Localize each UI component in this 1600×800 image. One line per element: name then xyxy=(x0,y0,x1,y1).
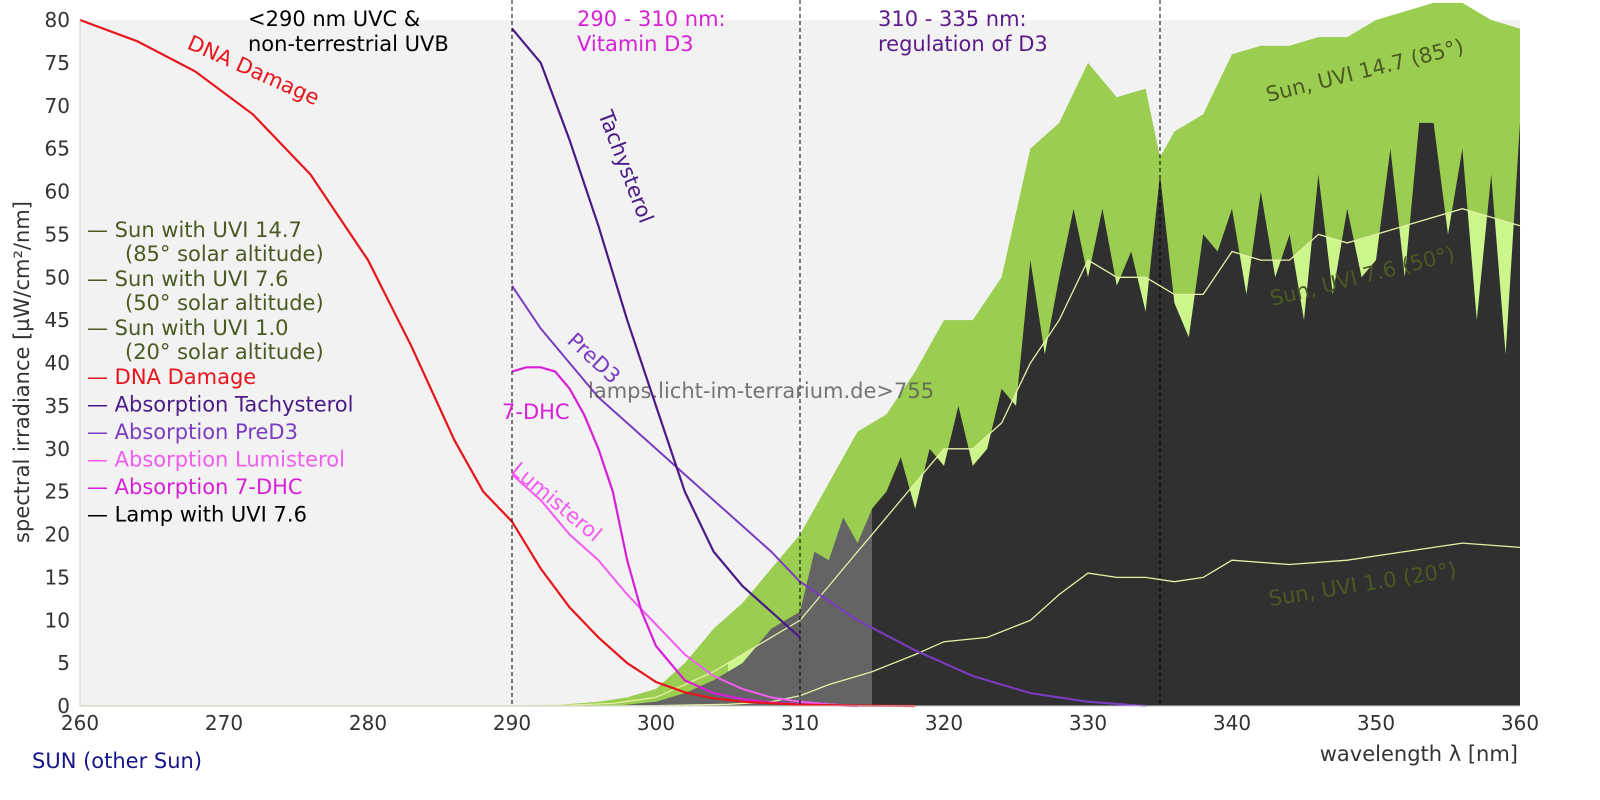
legend-entry: — Sun with UVI 14.7 xyxy=(87,218,302,242)
footer-label: SUN (other Sun) xyxy=(32,749,202,773)
legend-entry-sub: (50° solar altitude) xyxy=(125,291,324,315)
dhc-curve-label: 7-DHC xyxy=(502,400,570,424)
y-tick-label: 50 xyxy=(45,265,70,289)
legend-entry: — Absorption Lumisterol xyxy=(87,448,345,472)
sun-uvi-7-6-line xyxy=(80,208,1521,707)
x-tick-label: 310 xyxy=(781,711,819,735)
dna-damage-line xyxy=(79,18,916,708)
x-tick-label: 290 xyxy=(493,711,531,735)
sun-uvi-1-0-line xyxy=(80,542,1521,707)
legend-entry: — Absorption PreD3 xyxy=(87,420,298,444)
y-tick-label: 0 xyxy=(57,694,70,718)
x-tick-label: 320 xyxy=(925,711,963,735)
pred3-line xyxy=(511,285,1146,707)
x-tick-label: 330 xyxy=(1069,711,1107,735)
region-label-line2: non-terrestrial UVB xyxy=(248,32,449,56)
y-tick-label: 30 xyxy=(45,437,70,461)
region-dividers xyxy=(511,0,1161,706)
x-tick-label: 360 xyxy=(1501,711,1539,735)
y-tick-label: 25 xyxy=(45,480,70,504)
tachysterol-line xyxy=(511,27,801,639)
x-tick-label: 300 xyxy=(637,711,675,735)
y-tick-label: 40 xyxy=(45,351,70,375)
legend-entry: — Absorption 7-DHC xyxy=(87,475,303,499)
legend-entry: — DNA Damage xyxy=(87,365,256,389)
y-tick-label: 70 xyxy=(45,94,70,118)
x-tick-label: 260 xyxy=(61,711,99,735)
region-label-line2: Vitamin D3 xyxy=(577,32,694,56)
legend-entry: — Sun with UVI 7.6 xyxy=(87,267,289,291)
y-axis-title: spectral irradiance [µW/cm²/nm] xyxy=(10,201,34,543)
legend-entry: — Lamp with UVI 7.6 xyxy=(87,503,307,527)
lamp-uvb-area xyxy=(512,508,872,706)
x-tick-label: 340 xyxy=(1213,711,1251,735)
axes: 0 5 10 15 20 25 30 35 40 45 50 55 60 65 70 75 80 260 270 28… xyxy=(10,8,1539,766)
x-tick-label: 270 xyxy=(205,711,243,735)
y-tick-label: 35 xyxy=(45,394,70,418)
legend-entry-sub: (85° solar altitude) xyxy=(125,242,324,266)
y-tick-label: 20 xyxy=(45,523,70,547)
x-tick-label: 280 xyxy=(349,711,387,735)
y-tick-label: 45 xyxy=(45,308,70,332)
watermark-text: lamps.licht-im-terrarium.de>755 xyxy=(588,379,934,403)
region-label-line1: 310 - 335 nm: xyxy=(878,7,1027,31)
lamp-uvi-7-6-area xyxy=(872,122,1520,706)
y-tick-label: 75 xyxy=(45,51,70,75)
x-tick-label: 350 xyxy=(1357,711,1395,735)
y-tick-label: 55 xyxy=(45,222,70,246)
region-label-line1: <290 nm UVC & xyxy=(248,7,420,31)
legend-entry: — Absorption Tachysterol xyxy=(87,393,353,417)
y-tick-label: 5 xyxy=(57,651,70,675)
y-tick-label: 65 xyxy=(45,137,70,161)
x-axis-title: wavelength λ [nm] xyxy=(1320,742,1518,766)
y-tick-label: 60 xyxy=(45,180,70,204)
region-label-line1: 290 - 310 nm: xyxy=(577,7,726,31)
region-label-line2: regulation of D3 xyxy=(878,32,1048,56)
legend-entry-sub: (20° solar altitude) xyxy=(125,340,324,364)
y-tick-label: 15 xyxy=(45,565,70,589)
y-tick-label: 80 xyxy=(45,8,70,32)
legend-entry: — Sun with UVI 1.0 xyxy=(87,316,289,340)
y-tick-label: 10 xyxy=(45,608,70,632)
